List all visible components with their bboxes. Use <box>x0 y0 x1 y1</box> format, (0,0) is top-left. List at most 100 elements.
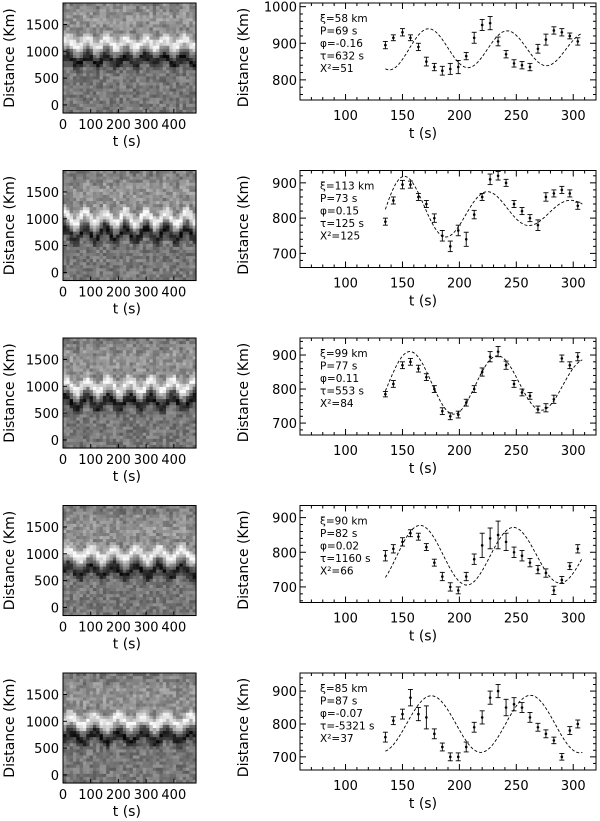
heatmap-cell <box>92 426 97 431</box>
heatmap-cell <box>139 432 144 437</box>
heatmap-cell <box>169 268 174 272</box>
heatmap-cell <box>192 380 197 385</box>
heatmap-cell <box>106 18 111 22</box>
data-point <box>456 413 460 416</box>
heatmap-cell <box>172 106 177 111</box>
heatmap-cell <box>142 399 147 403</box>
heatmap-cell <box>169 61 174 65</box>
heatmap-cell <box>169 173 174 178</box>
heatmap-cell <box>109 15 114 19</box>
heatmap-cell <box>169 380 174 385</box>
heatmap-cell <box>149 85 154 90</box>
heatmap-cell <box>106 408 111 412</box>
heatmap-cell <box>116 249 121 254</box>
heatmap-cell <box>129 70 134 74</box>
heatmap-cell <box>122 347 127 351</box>
heatmap-cell <box>79 88 84 93</box>
heatmap-cell <box>102 39 107 44</box>
heatmap-cell <box>192 386 197 391</box>
heatmap-cell <box>129 9 134 13</box>
heatmap-cell <box>182 423 187 428</box>
heatmap-cell <box>152 213 157 217</box>
heatmap-cell <box>192 243 197 248</box>
heatmap-cell <box>96 393 101 397</box>
heatmap-cell <box>152 438 157 443</box>
heatmap-cell <box>72 444 77 449</box>
heatmap-cell <box>99 213 104 217</box>
heatmap-cell <box>122 201 127 205</box>
heatmap-cell <box>172 213 177 217</box>
heatmap-cell <box>102 386 107 391</box>
heatmap-cell <box>169 237 174 242</box>
heatmap-cell <box>116 441 121 446</box>
heatmap-cell <box>146 191 151 196</box>
heatmap-cell <box>96 85 101 90</box>
heatmap-cell <box>132 207 137 211</box>
heatmap-cell <box>139 85 144 90</box>
heatmap-cell <box>176 109 180 114</box>
heatmap-cell <box>182 103 187 108</box>
heatmap-cell <box>102 67 107 71</box>
heatmap-cell <box>169 374 174 379</box>
heatmap-cell <box>132 185 137 190</box>
heatmap-cell <box>119 45 124 50</box>
heatmap-cell <box>156 207 161 211</box>
heatmap-cell <box>116 265 121 269</box>
heatmap-cell <box>146 386 151 391</box>
heatmap-cell <box>192 170 197 175</box>
heatmap-cell <box>112 85 117 90</box>
heatmap-cell <box>106 243 111 248</box>
heatmap-cell <box>82 420 87 425</box>
heatmap-cell <box>89 277 94 282</box>
heatmap-cell <box>176 411 180 415</box>
heatmap-cell <box>129 207 134 211</box>
heatmap-cell <box>63 9 67 13</box>
heatmap-cell <box>102 12 107 16</box>
heatmap-cell <box>169 100 174 105</box>
heatmap-cell <box>176 408 180 412</box>
heatmap-cell <box>102 15 107 19</box>
heatmap-cell <box>92 12 97 16</box>
heatmap-cell <box>112 274 117 279</box>
heatmap-cell <box>102 268 107 272</box>
heatmap-cell <box>132 380 137 385</box>
heatmap-cell <box>109 51 114 56</box>
heatmap-cell <box>189 423 194 428</box>
heatmap-cell <box>149 350 154 354</box>
heatmap-cell <box>116 389 121 394</box>
heatmap-cell <box>129 109 134 114</box>
heatmap-cell <box>169 240 174 245</box>
heatmap-cell <box>102 356 107 360</box>
heatmap-cell <box>69 268 74 272</box>
heatmap-cell <box>82 402 87 406</box>
heatmap-cell <box>96 103 101 108</box>
heatmap-cell <box>176 432 180 437</box>
heatmap-cell <box>176 423 180 428</box>
heatmap-cell <box>76 85 81 90</box>
heatmap-cell <box>136 438 141 443</box>
heatmap-cell <box>112 9 117 13</box>
heatmap-cell <box>136 39 141 44</box>
heatmap-cell <box>112 88 117 93</box>
heatmap-cell <box>122 30 127 35</box>
heatmap-cell <box>86 15 91 19</box>
heatmap-cell <box>96 88 101 93</box>
x-axis-label: t (s) <box>409 461 437 477</box>
heatmap-cell <box>112 194 117 199</box>
heatmap-cell <box>106 265 111 269</box>
heatmap-cell <box>172 51 177 56</box>
heatmap-cell <box>182 237 187 242</box>
heatmap-cell <box>92 259 97 263</box>
heatmap-cell <box>182 24 187 29</box>
heatmap-cell <box>63 12 67 16</box>
heatmap-cell <box>99 234 104 239</box>
heatmap-cell <box>169 109 174 114</box>
heatmap-cell <box>159 45 164 50</box>
heatmap-cell <box>149 88 154 93</box>
heatmap-cell <box>119 237 124 242</box>
heatmap-cell <box>189 73 194 77</box>
heatmap-cell <box>149 265 154 269</box>
heatmap-cell <box>102 6 107 10</box>
heatmap-cell <box>126 341 131 345</box>
heatmap-cell <box>136 94 141 99</box>
